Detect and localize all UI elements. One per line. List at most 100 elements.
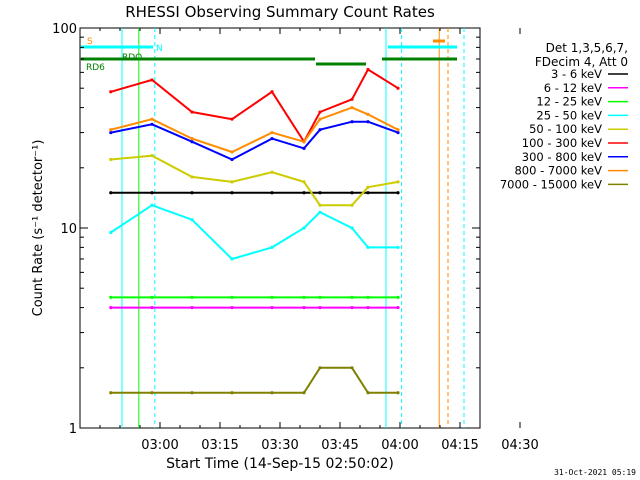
data-point <box>190 295 194 299</box>
data-point <box>230 257 234 261</box>
data-point <box>230 191 234 195</box>
data-point <box>318 203 322 207</box>
flag-rd6: RD6 <box>86 63 105 73</box>
y-tick-label: 100 <box>52 22 77 37</box>
data-point <box>230 391 234 395</box>
data-point <box>190 140 194 144</box>
data-point <box>302 305 306 310</box>
data-point <box>150 191 154 195</box>
data-point <box>302 191 306 195</box>
legend-label: 100 - 300 keV <box>522 136 602 150</box>
data-point <box>350 120 354 124</box>
data-point <box>350 226 354 230</box>
legend-label: 800 - 7000 keV <box>514 164 602 178</box>
data-point <box>318 117 322 121</box>
data-point <box>302 180 306 184</box>
data-point <box>270 191 274 195</box>
data-point <box>190 305 194 310</box>
data-point <box>366 391 370 395</box>
data-point <box>366 295 370 299</box>
data-point <box>270 130 274 135</box>
chart-marks: S N RDO RD6 <box>81 28 465 428</box>
x-axis-label: Start Time (14-Sep-15 02:50:02) <box>166 456 394 472</box>
data-point <box>109 391 113 395</box>
data-point <box>190 191 194 195</box>
data-point <box>150 154 154 158</box>
plot-frame <box>79 27 481 429</box>
x-tick-label: 04:30 <box>501 438 538 453</box>
data-point <box>302 226 306 230</box>
data-point <box>350 295 354 299</box>
series-line-8 <box>110 106 399 154</box>
data-point <box>396 245 400 249</box>
data-point <box>150 305 154 310</box>
data-point <box>396 391 400 395</box>
data-point <box>396 130 400 135</box>
legend-label: 12 - 25 keV <box>536 95 602 109</box>
legend-label: 25 - 50 keV <box>536 108 602 122</box>
data-point <box>150 295 154 299</box>
data-point <box>302 140 306 144</box>
x-tick-label: 03:00 <box>141 438 178 453</box>
series-line-6 <box>110 68 399 144</box>
data-point <box>230 180 234 184</box>
y-tick-label: 10 <box>60 222 77 237</box>
data-point <box>366 191 370 195</box>
data-point <box>350 191 354 195</box>
data-point <box>109 230 113 235</box>
legend-header-line2: FDecim 4, Att 0 <box>535 55 628 69</box>
data-point <box>366 305 370 310</box>
data-point <box>270 245 274 249</box>
data-point <box>150 117 154 121</box>
chart-title: RHESSI Observing Summary Count Rates <box>125 3 435 21</box>
x-tick-label: 04:00 <box>381 438 418 453</box>
data-point <box>302 391 306 395</box>
series-line-4 <box>110 204 398 261</box>
x-tick-label: 03:15 <box>201 438 238 453</box>
data-point <box>366 67 370 72</box>
y-axis-label: Count Rate (s⁻¹ detector⁻¹) <box>31 140 46 317</box>
legend-label: 300 - 800 keV <box>522 150 602 164</box>
data-point <box>150 78 154 82</box>
data-point <box>270 391 274 395</box>
data-point <box>190 391 194 395</box>
plot-area: S N RDO RD6 <box>79 27 481 429</box>
data-point <box>318 110 322 114</box>
data-point <box>270 90 274 94</box>
legend-label: 6 - 12 keV <box>544 81 602 95</box>
flag-n: N <box>156 44 163 54</box>
data-point <box>302 146 306 151</box>
data-point <box>230 305 234 310</box>
data-point <box>396 86 400 90</box>
legend-label: 7000 - 15000 keV <box>500 177 602 191</box>
data-point <box>318 191 322 195</box>
data-point <box>366 245 370 249</box>
data-point <box>366 185 370 189</box>
data-point <box>230 117 234 121</box>
data-point <box>190 175 194 179</box>
data-point <box>270 136 274 141</box>
data-point <box>109 191 113 195</box>
data-point <box>109 128 113 132</box>
data-point <box>270 170 274 174</box>
flag-rdo: RDO <box>122 53 142 63</box>
data-point <box>109 305 113 310</box>
data-point <box>350 105 354 110</box>
series-line-7 <box>110 120 399 161</box>
data-point <box>109 295 113 299</box>
data-point <box>270 305 274 310</box>
data-point <box>396 295 400 299</box>
data-point <box>350 305 354 310</box>
x-tick-label: 03:30 <box>261 438 298 453</box>
data-point <box>150 391 154 395</box>
data-point <box>270 295 274 299</box>
data-point <box>396 305 400 310</box>
legend: Det 1,3,5,6,7, FDecim 4, Att 0 3 - 6 keV… <box>500 41 628 191</box>
data-point <box>150 122 154 126</box>
data-point <box>366 112 370 116</box>
data-point <box>150 203 154 207</box>
flag-s: S <box>87 37 93 47</box>
data-point <box>109 157 113 162</box>
x-axis: 03:00 03:15 03:30 03:45 04:00 04:15 04:30 <box>99 28 539 453</box>
